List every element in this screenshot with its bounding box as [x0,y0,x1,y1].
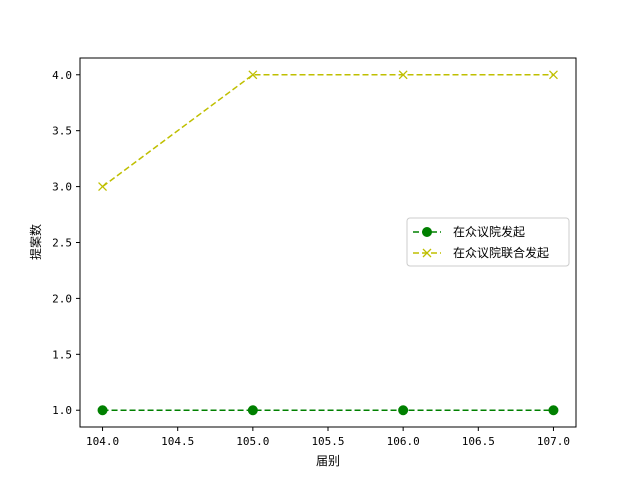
x-tick-label: 104.5 [161,435,194,448]
data-point [548,405,559,416]
data-point [97,405,108,416]
x-tick-label: 106.5 [462,435,495,448]
data-point [548,70,558,80]
data-point [398,405,409,416]
legend-marker [422,248,432,258]
series-line [102,74,554,188]
legend-box [406,217,570,267]
y-tick-label: 2.5 [52,237,72,250]
x-axis: 104.0 104.5 105.0 105.5 106.0 106.5 107.0 [86,427,570,448]
y-tick-label: 1.0 [52,404,72,417]
y-axis: 1.0 1.5 2.0 2.5 3.0 3.5 4.0 [52,69,80,417]
data-point [398,70,408,80]
x-tick-label: 106.0 [387,435,420,448]
series-2 [98,70,558,192]
y-tick-label: 1.5 [52,348,72,361]
x-axis-label: 届别 [316,454,340,468]
legend-item: 在众议院联合发起 [413,245,549,260]
legend-label: 在众议院发起 [453,224,525,239]
legend-marker [422,227,432,237]
y-tick-label: 2.0 [52,292,72,305]
y-tick-label: 3.0 [52,181,72,194]
y-tick-label: 3.5 [52,125,72,138]
plot-area [97,70,559,416]
data-point [98,182,108,192]
x-tick-label: 107.0 [537,435,570,448]
data-point [247,405,258,416]
y-tick-label: 4.0 [52,69,72,82]
legend-label: 在众议院联合发起 [453,245,549,260]
x-tick-label: 105.0 [236,435,269,448]
y-axis-label: 提案数 [28,224,43,260]
x-tick-label: 104.0 [86,435,119,448]
legend-item: 在众议院发起 [413,224,525,239]
series-1 [97,405,559,416]
x-tick-label: 105.5 [311,435,344,448]
data-point [248,70,258,80]
